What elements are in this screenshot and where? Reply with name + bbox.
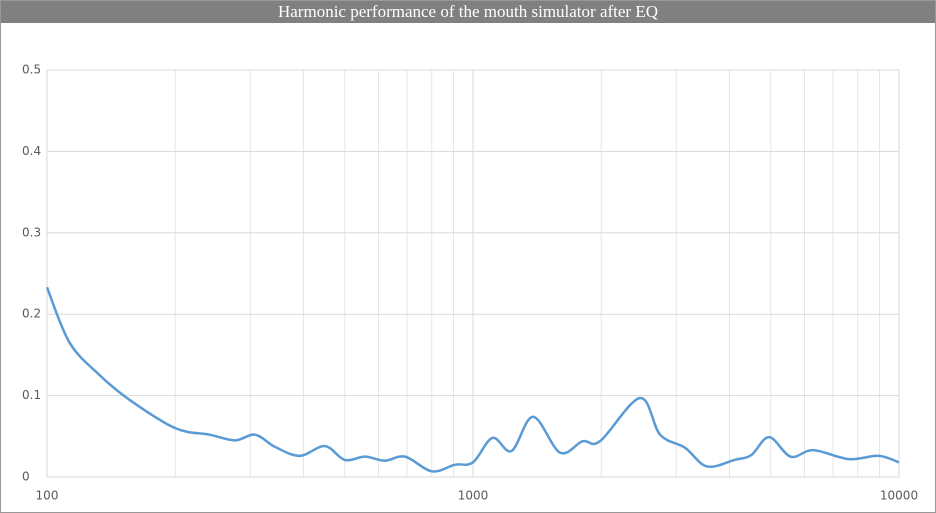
plot xyxy=(45,286,900,473)
title-bar xyxy=(1,1,935,23)
line xyxy=(45,286,900,473)
y-tick-label: 0.2 xyxy=(22,307,41,321)
y-tick-label: 0 xyxy=(22,470,30,484)
x-tick-label: 100 xyxy=(36,489,59,503)
y-tick-label: 0.5 xyxy=(22,63,41,77)
y-tick-label: 0.1 xyxy=(22,388,41,402)
chart-title: Harmonic performance of the mouth simula… xyxy=(278,2,658,21)
x-tick-label: 10000 xyxy=(880,489,918,503)
y-tick-label: 0.4 xyxy=(22,144,41,158)
y-tick-label: 0.3 xyxy=(22,225,41,239)
grid xyxy=(46,69,900,478)
x-tick-label: 1000 xyxy=(458,489,489,503)
